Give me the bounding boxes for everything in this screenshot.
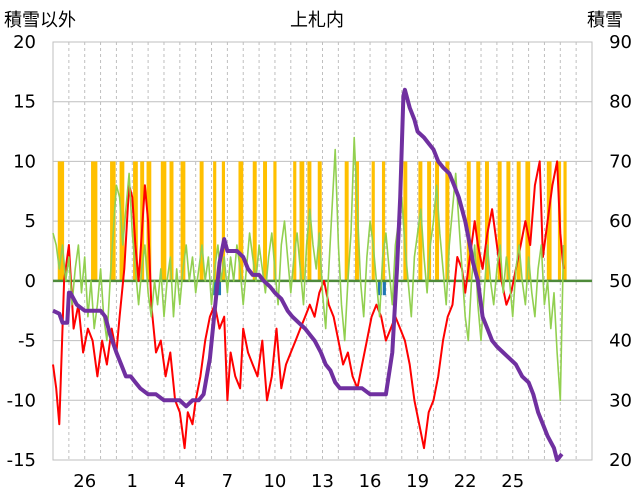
precip-bar [371,161,375,281]
y-left-tick-label: -15 [7,450,36,471]
snowfall-bar [377,280,382,296]
chart-title: 上札内 [290,10,344,31]
y-left-tick-label: 10 [13,151,36,172]
y-right-tick-label: 80 [609,92,632,113]
snowfall-bar [217,280,222,296]
x-tick-label: 7 [222,471,233,492]
x-tick-label: 4 [174,471,185,492]
precip-bar [199,161,204,281]
precip-bar [381,161,386,281]
x-tick-label: 22 [454,471,477,492]
precip-bar [418,161,423,281]
y-left-tick-label: -5 [18,331,36,352]
precip-bar [213,161,217,281]
precip-bar [516,161,521,281]
precip-bar [435,161,440,281]
precip-bar [466,161,471,281]
precip-bar [273,161,277,281]
y-right-tick-label: 20 [609,450,632,471]
x-tick-label: 10 [263,471,286,492]
precip-bar [476,161,481,281]
y-left-tick-label: 0 [25,271,36,292]
precip-bar [427,161,432,281]
x-tick-label: 13 [311,471,334,492]
x-tick-label: 19 [406,471,429,492]
y-right-tick-label: 40 [609,331,632,352]
x-tick-label: 16 [359,471,382,492]
precip-bar [563,161,567,281]
y-left-tick-label: 15 [13,92,36,113]
precip-bar [445,161,450,281]
precip-bar [252,161,257,281]
precip-bar [506,161,511,281]
precip-bar [497,161,502,281]
y-right-tick-label: 60 [609,211,632,232]
precip-bar [91,161,98,281]
snow-depth-line [52,87,564,462]
precip-bar [221,161,226,281]
precip-bar [293,161,297,281]
precip-bar [317,161,322,281]
precip-bar [263,161,268,281]
y-right-tick-label: 90 [609,32,632,53]
precip-bar [484,161,489,281]
y-left-tick-label: 5 [25,211,36,232]
precip-bar [299,161,305,281]
precip-bar [133,161,138,281]
y-right-tick-label: 50 [609,271,632,292]
snowfall-bar [382,280,386,296]
precip-bar [160,161,167,281]
y-right-axis-label: 積雪 [587,10,623,31]
precip-bar [180,161,186,281]
precip-bar [546,161,552,281]
x-tick-label: 25 [501,471,524,492]
x-tick-label: 26 [73,471,96,492]
precip-bar [169,161,174,281]
y-right-tick-label: 30 [609,390,632,411]
precip-bar [238,161,244,281]
precip-bar [110,161,116,281]
other-temp-line [52,136,565,402]
precip-bar [354,161,359,281]
x-tick-label: 1 [127,471,138,492]
precip-bar [57,161,65,281]
precip-bar [525,161,531,281]
precip-bar [344,161,349,281]
max-temp-line [52,160,565,450]
y-right-tick-label: 70 [609,151,632,172]
y-left-axis-label: 積雪以外 [4,10,76,31]
y-left-tick-label: -10 [7,390,36,411]
precip-bar [403,161,408,281]
y-left-tick-label: 20 [13,32,36,53]
